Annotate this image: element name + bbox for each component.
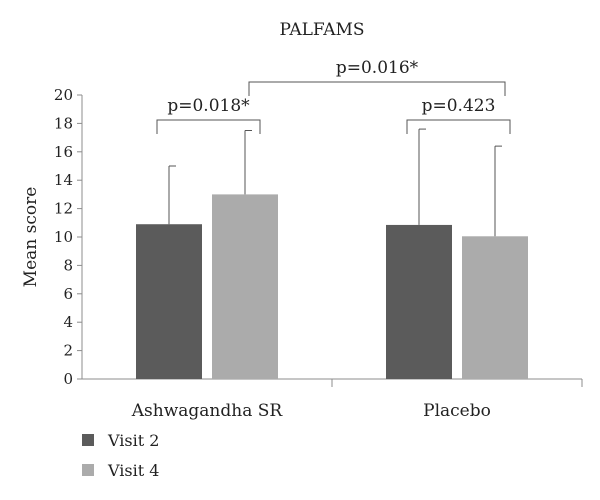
y-tick-label: 12 bbox=[54, 200, 73, 218]
y-axis-label: Mean score bbox=[21, 187, 41, 288]
y-tick-label: 18 bbox=[54, 114, 73, 132]
p-value-label: p=0.018* bbox=[167, 96, 250, 116]
y-tick-label: 14 bbox=[54, 171, 73, 189]
bar bbox=[386, 224, 452, 379]
x-category-label: Ashwagandha SR bbox=[131, 401, 284, 421]
significance-bracket bbox=[406, 119, 511, 134]
y-tick-label: 4 bbox=[63, 313, 73, 331]
y-tick-label: 2 bbox=[63, 342, 73, 360]
y-tick-label: 10 bbox=[54, 228, 73, 246]
bar bbox=[212, 194, 278, 379]
legend-label: Visit 4 bbox=[107, 461, 159, 480]
x-category-label: Placebo bbox=[423, 401, 491, 421]
chart-title: PALFAMS bbox=[279, 20, 364, 40]
legend-swatch bbox=[82, 434, 94, 446]
bar bbox=[136, 224, 202, 379]
p-value-label: p=0.423 bbox=[422, 96, 496, 116]
y-tick-label: 0 bbox=[63, 370, 73, 388]
bar bbox=[462, 236, 528, 379]
significance-bracket bbox=[156, 119, 261, 134]
significance-bracket-between bbox=[248, 81, 506, 96]
legend-swatch bbox=[82, 464, 94, 476]
p-value-label: p=0.016* bbox=[336, 58, 419, 78]
legend-label: Visit 2 bbox=[107, 431, 159, 450]
y-tick-label: 16 bbox=[54, 143, 73, 161]
y-tick-label: 6 bbox=[63, 285, 73, 303]
y-tick-label: 20 bbox=[54, 86, 73, 104]
y-tick-label: 8 bbox=[63, 256, 73, 274]
